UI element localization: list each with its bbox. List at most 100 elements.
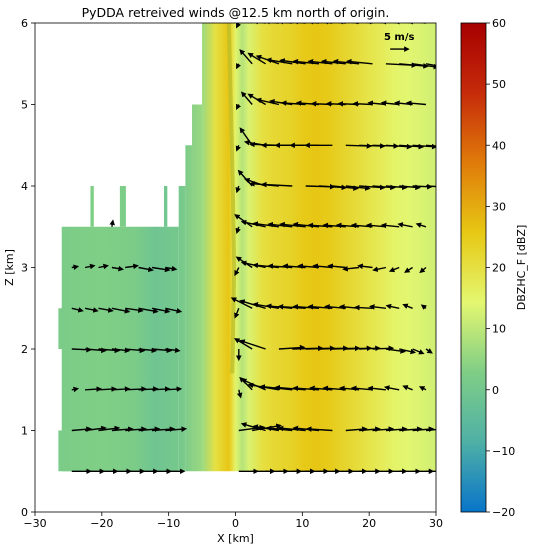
wind-arrow	[372, 426, 395, 432]
wind-arrow	[359, 184, 386, 191]
x-tick-label: −20	[90, 517, 113, 530]
echo-column	[185, 145, 193, 472]
wind-arrow	[71, 264, 80, 270]
y-tick-label: 3	[21, 262, 28, 275]
y-tick-label: 6	[21, 17, 28, 30]
wind-arrow	[412, 63, 436, 70]
wind-arrow	[236, 62, 242, 70]
quiver-key: 5 m/s	[384, 32, 415, 52]
wind-arrow	[84, 263, 96, 270]
wind-arrow	[278, 344, 306, 351]
wind-arrow	[165, 426, 188, 432]
colorbar-tick-label: 10	[492, 323, 506, 336]
wind-arrow	[425, 144, 436, 147]
precipitation-streak	[226, 23, 237, 374]
wind-arrow	[138, 426, 161, 432]
wind-arrow	[292, 221, 320, 228]
echo-column	[178, 186, 186, 472]
wind-arrow	[305, 426, 333, 432]
wind-arrow	[138, 347, 158, 354]
wind-arrow	[425, 63, 436, 67]
colorbar-gradient	[460, 22, 487, 513]
wind-arrow	[111, 386, 131, 392]
wind-arrow	[372, 184, 396, 191]
wind-arrow	[151, 307, 171, 314]
wind-vector-field	[71, 23, 436, 475]
wind-arrow	[85, 347, 107, 354]
echo-column	[119, 186, 126, 227]
wind-arrow	[98, 307, 114, 313]
wind-arrow	[420, 304, 427, 310]
wind-arrow	[385, 303, 400, 310]
quiver-key-label: 5 m/s	[384, 32, 415, 43]
wind-arrow	[240, 91, 253, 105]
wind-arrow	[85, 425, 107, 432]
wind-arrow	[332, 185, 359, 191]
wind-arrow	[165, 307, 183, 314]
wind-arrow	[388, 266, 400, 273]
wind-arrow	[385, 184, 408, 191]
wind-arrow	[165, 265, 178, 272]
wind-arrow	[383, 385, 400, 391]
wind-arrow	[415, 222, 427, 228]
wind-arrow	[235, 185, 241, 194]
streak-line	[226, 23, 237, 374]
wind-arrow	[255, 97, 280, 106]
wind-arrow	[236, 389, 243, 399]
wind-arrow	[111, 347, 131, 354]
wind-arrow	[292, 58, 320, 65]
wind-arrow	[359, 426, 381, 432]
wind-arrow	[309, 385, 333, 392]
wind-arrow	[402, 303, 413, 309]
wind-arrow	[418, 386, 427, 392]
wind-arrow	[236, 103, 242, 110]
echo-column	[90, 186, 94, 227]
colorbar-tick-label: 60	[492, 17, 506, 30]
wind-arrow	[385, 143, 413, 150]
wind-arrow	[307, 222, 333, 229]
y-axis-label: Z [km]	[3, 249, 16, 286]
wind-arrow	[151, 347, 173, 354]
wind-arrow	[234, 267, 240, 277]
wind-arrow	[404, 266, 413, 273]
colorbar-tick-label: 50	[492, 78, 506, 91]
wind-arrow	[125, 426, 147, 432]
wind-arrow	[165, 347, 181, 353]
x-tick-label: 30	[429, 517, 443, 530]
wind-arrow	[292, 304, 320, 310]
wind-arrow	[125, 263, 139, 270]
colorbar-tick-label: −20	[492, 506, 515, 519]
wind-arrow	[236, 23, 242, 29]
colorbar-tick-label: 20	[492, 262, 506, 275]
wind-arrow	[385, 348, 406, 354]
wind-arrow	[151, 386, 171, 392]
wind-arrow	[252, 262, 279, 269]
wind-arrow	[98, 425, 121, 432]
colorbar-tick-label: −10	[492, 445, 515, 458]
wind-arrow	[239, 339, 266, 350]
wind-arrow	[372, 266, 387, 272]
wind-arrow	[234, 308, 240, 319]
wind-arrow	[368, 304, 386, 310]
wind-arrow	[357, 263, 373, 270]
plot-area: 5 m/s	[34, 22, 437, 513]
wind-arrow	[71, 426, 92, 432]
wind-arrow	[412, 348, 425, 355]
colorbar-tick-label: 30	[492, 200, 506, 213]
wind-arrow	[425, 185, 436, 188]
wind-arrow	[235, 145, 241, 152]
wind-arrow	[402, 385, 413, 391]
colorbar: −20 −10 0 10 20 30 40 50 60 DBZHC_F [dBZ]	[460, 17, 528, 519]
wind-arrow	[353, 304, 373, 311]
wind-arrow	[71, 386, 80, 393]
y-tick-label: 1	[21, 425, 28, 438]
wind-arrow	[84, 307, 99, 313]
wind-arrow	[125, 307, 144, 313]
x-tick-label: 20	[362, 517, 376, 530]
wind-arrow	[399, 143, 425, 150]
colorbar-label: DBZHC_F [dBZ]	[515, 225, 528, 310]
echo-column	[192, 104, 203, 472]
colorbar-tick-label: 0	[492, 384, 499, 397]
wind-arrow	[165, 386, 183, 392]
wind-arrow	[412, 426, 435, 432]
